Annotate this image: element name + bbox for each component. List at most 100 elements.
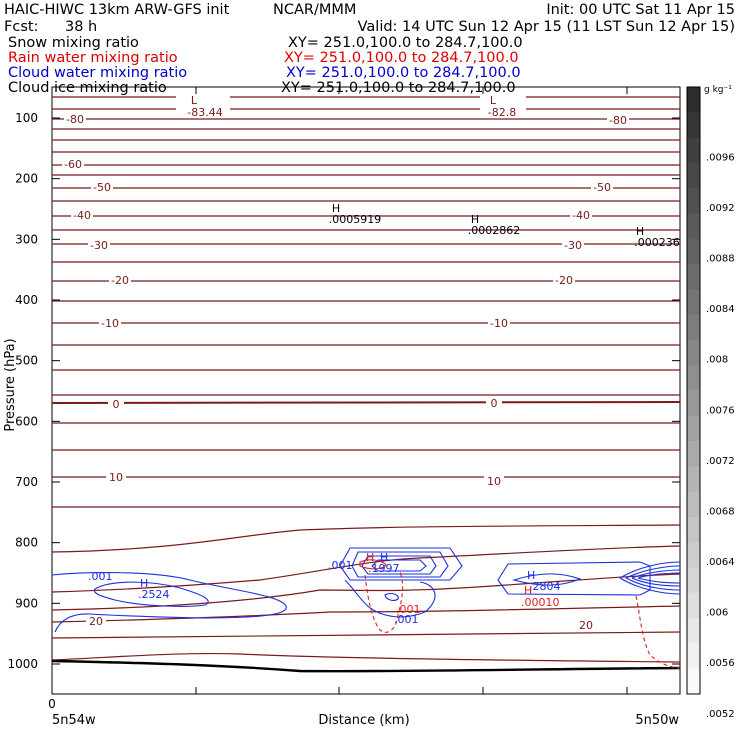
cloud-water-contour xyxy=(631,569,681,579)
colorbar-label: .0072 xyxy=(706,456,735,467)
extrema-labels: L -83.44 L -82.8 H .0005919 H .0002862 H… xyxy=(176,94,680,249)
valid-label: Valid: 14 UTC Sun 12 Apr 15 (11 LST Sun … xyxy=(358,19,735,35)
temp-contour xyxy=(51,139,681,141)
colorbar-label: .0068 xyxy=(706,506,735,517)
high-value: .2524 xyxy=(138,588,170,601)
cloud-water-label: .001 xyxy=(394,613,419,626)
cloud-water-contour xyxy=(93,581,209,607)
temperature-labels: -80 -80 -60 -50 -50 -40 -40 -30 -30 -20 … xyxy=(62,112,629,632)
cloud-water-contour xyxy=(384,593,399,601)
y-tick-label: 100 xyxy=(15,111,38,125)
colorbar-band xyxy=(687,264,700,290)
colorbar-label: .008 xyxy=(706,355,728,366)
colorbar-band xyxy=(687,314,700,341)
temp-contour xyxy=(51,652,681,663)
temp-contour xyxy=(51,631,681,639)
temp-contour xyxy=(51,174,681,176)
cloud-water-contour xyxy=(637,577,681,584)
temp-label: -20 xyxy=(111,274,129,287)
colorbar-band xyxy=(687,87,700,113)
colorbar-band xyxy=(687,542,700,569)
rain-water-contour xyxy=(635,595,681,669)
temp-contour-zero xyxy=(51,400,681,404)
temp-contour xyxy=(51,96,681,98)
cloud-water-contour xyxy=(497,561,651,596)
y-tick-label: 200 xyxy=(15,172,38,186)
temp-contour xyxy=(51,476,681,478)
cloud-water-contour xyxy=(637,572,681,579)
high-value: .0005919 xyxy=(329,213,382,226)
temp-label: 10 xyxy=(487,475,501,488)
colorbar-band xyxy=(687,112,700,139)
colorbar-band xyxy=(687,289,700,316)
low-value: -83.44 xyxy=(187,106,222,119)
rain-water-contours xyxy=(359,559,681,669)
rain-water-contour xyxy=(359,559,387,570)
cloud-water-contour xyxy=(361,555,437,575)
temp-contour xyxy=(51,164,681,166)
cloud-water-contour xyxy=(619,561,681,579)
low-marker: L xyxy=(490,94,497,107)
temp-contour xyxy=(51,524,681,553)
temp-contour xyxy=(51,261,681,263)
colorbar-band xyxy=(687,137,700,164)
high-marker: H xyxy=(332,202,340,215)
colorbar-band xyxy=(687,592,700,619)
colorbar-label: .0052 xyxy=(706,709,735,720)
y-tick-label: 600 xyxy=(15,414,38,428)
org-label: NCAR/MMM xyxy=(273,2,356,18)
temp-contour xyxy=(51,151,681,153)
colorbar-frame xyxy=(686,86,701,695)
temp-label: -60 xyxy=(64,158,82,171)
colorbar-label: .0092 xyxy=(706,203,735,214)
temp-label: 0 xyxy=(113,398,120,411)
temp-label: -10 xyxy=(101,317,119,330)
colorbar-band xyxy=(687,466,700,493)
y-tick-label: 500 xyxy=(15,354,38,368)
colorbar-band xyxy=(687,643,700,670)
temp-label: -40 xyxy=(572,209,590,222)
temp-contour xyxy=(51,300,681,302)
cloud-water-contour xyxy=(351,551,449,578)
colorbar-label: .0084 xyxy=(706,304,735,315)
temp-contour-bold xyxy=(51,659,681,673)
temp-label: 20 xyxy=(579,619,593,632)
colorbar-band xyxy=(687,238,700,265)
fcst-label: Fcst: xyxy=(4,19,38,35)
colorbar-band xyxy=(687,339,700,366)
cloud-water-contour xyxy=(631,577,681,587)
temp-label: -80 xyxy=(66,113,84,126)
temp-contour xyxy=(51,422,681,424)
temp-contour xyxy=(51,545,681,593)
colorbar-band xyxy=(687,365,700,391)
colorbar-label: .006 xyxy=(706,608,728,619)
field-xy-cloudice: XY= 251.0,100.0 to 284.7,100.0 xyxy=(281,80,516,96)
high-marker: H xyxy=(140,577,148,590)
temp-contour xyxy=(51,229,681,231)
field-name-cloudice: Cloud ice mixing ratio xyxy=(8,80,167,96)
colorbar-band xyxy=(687,188,700,214)
temp-contour xyxy=(51,108,681,110)
temp-contour xyxy=(51,573,681,611)
high-marker: H xyxy=(366,551,374,564)
temp-label: -30 xyxy=(90,239,108,252)
cloud-water-label: .001 xyxy=(88,570,113,583)
y-tick-label: 700 xyxy=(15,475,38,489)
x-start-label: 5n54w xyxy=(52,713,96,728)
field-name-cloudwater: Cloud water mixing ratio xyxy=(8,65,187,81)
temp-contour xyxy=(51,243,681,245)
colorbar-label: .0076 xyxy=(706,405,735,416)
colorbar-unit: g kg⁻¹ xyxy=(704,85,732,95)
high-value: .2804 xyxy=(529,580,561,593)
y-tick-label: 1000 xyxy=(7,657,38,671)
temp-contour xyxy=(51,394,681,396)
x-tick-label-zero: 0 xyxy=(48,697,56,711)
colorbar-band xyxy=(687,415,700,442)
high-value: .1997 xyxy=(368,562,400,575)
y-tick-label: 900 xyxy=(15,596,38,610)
high-marker: H xyxy=(636,225,644,238)
fcst-value: 38 h xyxy=(65,19,97,35)
colorbar-band xyxy=(687,516,700,543)
low-value: -82.8 xyxy=(488,106,516,119)
